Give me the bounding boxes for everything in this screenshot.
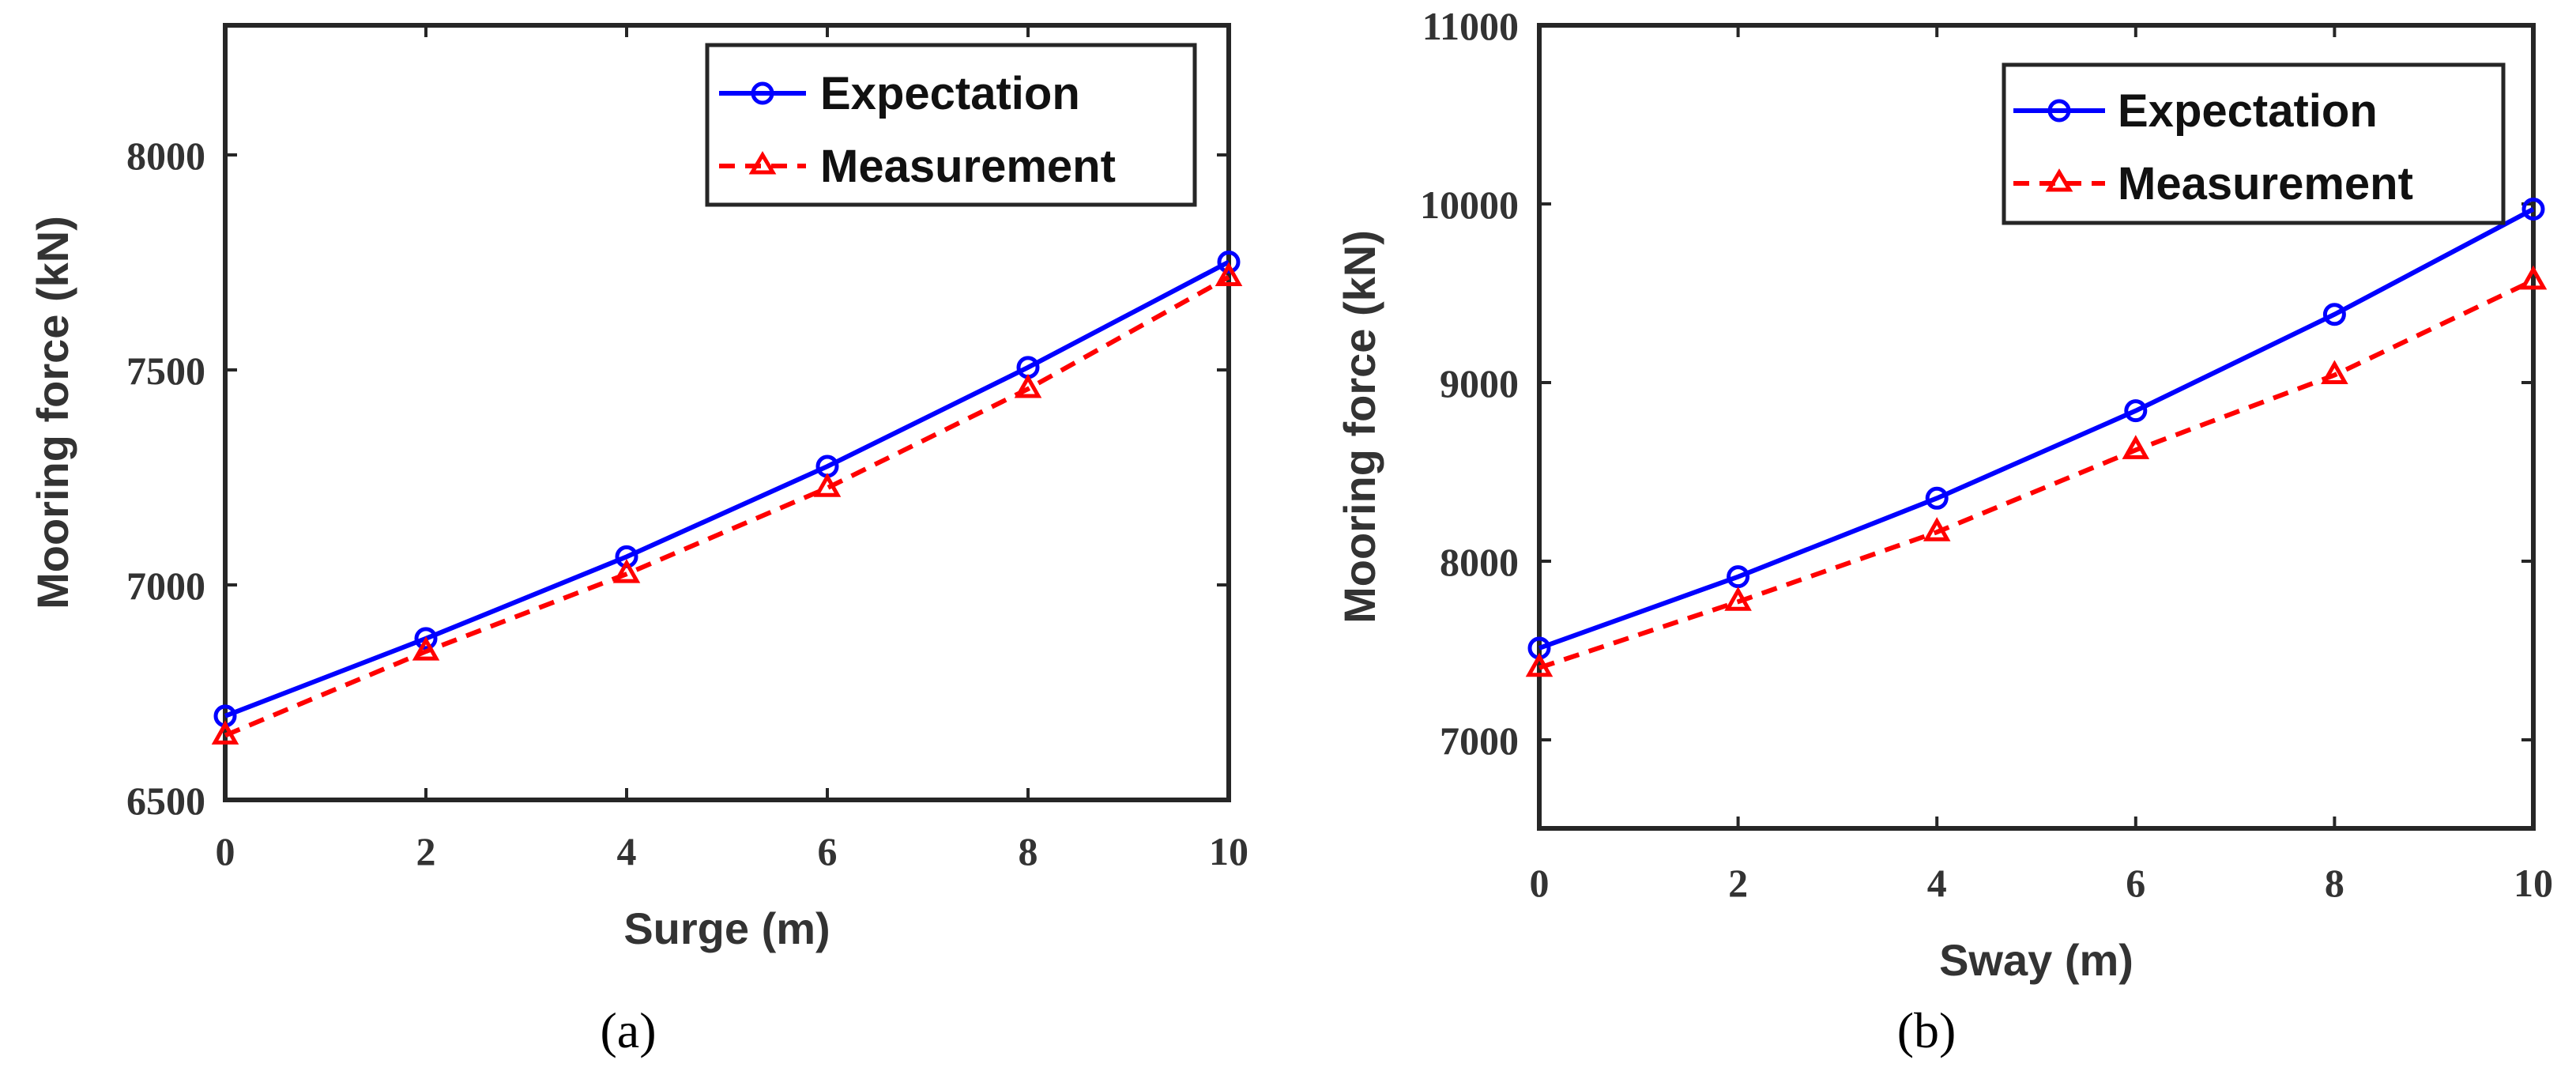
data-point-expectation [1217,250,1241,273]
y-tick-label: 7000 [126,564,205,608]
chart-panel-b: 11000 10000 9000 8000 7000 0 2 4 6 8 10 [1335,4,2553,1058]
x-tick-label: 10 [2514,861,2553,905]
legend-label-measurement: Measurement [820,141,1116,192]
data-point-measurement [813,473,842,497]
y-tick-label: 6500 [126,779,205,823]
legend-marker-circle [2047,99,2071,123]
y-ticks-b: 11000 10000 9000 8000 7000 [1420,4,2533,763]
data-point-measurement [412,636,440,661]
panel-caption-b: (b) [1897,1002,1956,1058]
legend-a: Expectation Measurement [705,43,1197,207]
data-point-expectation [2521,198,2545,221]
data-point-measurement [2122,435,2150,459]
y-tick-label: 8000 [1440,540,1519,584]
legend-label-expectation: Expectation [820,68,1080,119]
data-point-measurement [1724,586,1752,611]
y-ticks-a: 8000 7500 7000 6500 [126,134,1229,823]
data-point-expectation [2322,303,2346,326]
series-line-expectation [1538,206,2535,651]
data-point-measurement [1923,517,1951,541]
legend-marker-circle [751,81,774,105]
y-tick-label: 7500 [126,349,205,393]
y-tick-label: 10000 [1420,183,1519,227]
x-tick-label: 10 [1209,829,1248,873]
legend-marker-triangle [748,151,777,175]
y-tick-label: 8000 [126,134,205,178]
series-line-expectation [224,259,1230,718]
data-point-expectation [1925,486,1949,510]
x-tick-label: 4 [617,829,637,873]
legend-b: Expectation Measurement [2002,62,2506,225]
x-axis-label-a: Surge (m) [623,903,830,953]
data-point-measurement [1215,262,1243,286]
y-axis-label-b: Mooring force (kN) [1335,230,1384,624]
x-tick-label: 4 [1927,861,1947,905]
x-tick-label: 0 [216,829,235,873]
series-line-measurement [1538,278,2535,670]
x-tick-label: 8 [2325,861,2344,905]
x-axis-label-b: Sway (m) [1939,935,2133,985]
data-point-measurement [1014,373,1042,398]
x-ticks-a: 0 2 4 6 8 10 [216,25,1248,873]
data-point-measurement [612,559,641,583]
series-group-b [1525,198,2548,677]
data-point-expectation [2124,399,2148,423]
data-point-measurement [211,720,239,745]
y-tick-label: 7000 [1440,718,1519,763]
legend-box-a [705,43,1197,207]
series-group-a [211,250,1243,745]
x-tick-label: 0 [1530,861,1550,905]
data-point-measurement [1525,652,1554,677]
legend-marker-triangle [2045,168,2073,192]
legend-label-measurement: Measurement [2118,158,2413,209]
x-tick-label: 6 [2126,861,2145,905]
data-point-measurement [2321,360,2348,385]
x-tick-label: 8 [1019,829,1038,873]
x-tick-label: 2 [416,829,436,873]
y-tick-label: 9000 [1440,361,1519,405]
x-tick-label: 6 [818,829,838,873]
y-tick-label: 11000 [1422,4,1519,48]
panel-caption-a: (a) [600,1002,656,1058]
x-ticks-b: 0 2 4 6 8 10 [1530,25,2553,905]
legend-label-expectation: Expectation [2118,85,2378,137]
y-axis-label-a: Mooring force (kN) [28,216,77,609]
data-point-expectation [414,627,438,651]
chart-panel-a: 8000 7500 7000 6500 0 2 4 6 8 10 [28,23,1248,1058]
series-line-measurement [224,274,1230,738]
x-tick-label: 2 [1728,861,1748,905]
legend-box-b [2002,62,2506,225]
data-point-measurement [2519,265,2548,290]
data-point-expectation [1727,565,1750,589]
